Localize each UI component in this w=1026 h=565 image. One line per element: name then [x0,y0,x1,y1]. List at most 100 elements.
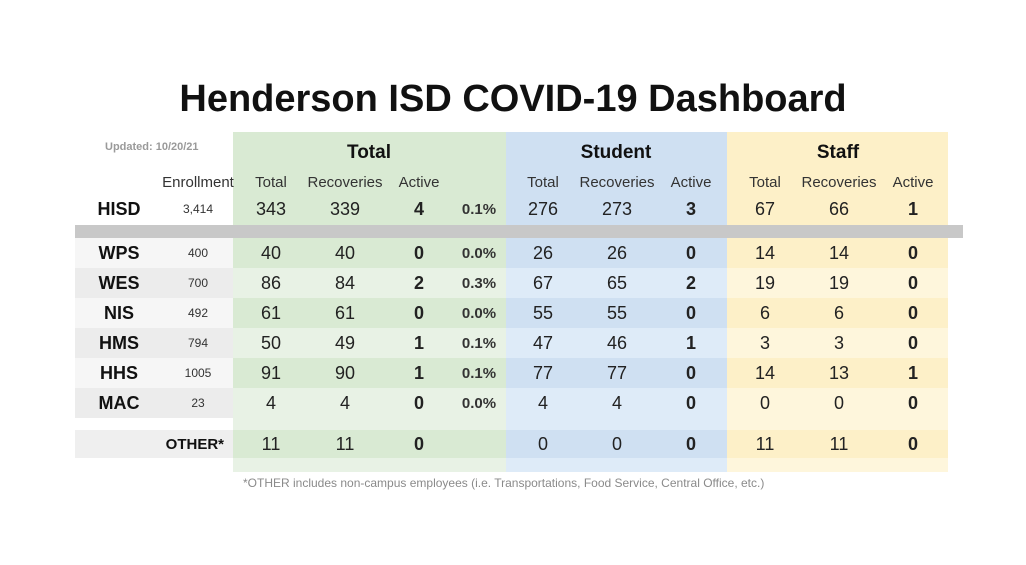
student-cell: 55 [606,302,628,323]
student-cell: 55 [532,302,554,323]
total-subheader: Recoveries [307,173,383,191]
staff-row-stripe [727,388,948,418]
school-enrollment: 400 [187,246,209,260]
student-cell: 4 [537,392,548,413]
total-cell: 0.0% [461,244,497,262]
school-label-bg [75,238,233,268]
student-cell: 26 [606,242,628,263]
district-name: HISD [97,198,141,219]
staff-subheader: Active [892,173,934,191]
enrollment-header: Enrollment [162,173,234,191]
student-cell: 0 [685,392,696,413]
school-label-bg [75,388,233,418]
total-district-value: 343 [255,198,287,219]
school-enrollment: 794 [187,336,209,350]
staff-cell: 0 [907,272,918,293]
total-cell: 2 [413,272,424,293]
total-cell: 61 [334,302,356,323]
staff-cell: 6 [833,302,844,323]
student-row-stripe [506,328,727,358]
staff-cell: 14 [754,242,776,263]
total-cell: 0 [413,302,424,323]
staff-other-value: 11 [755,433,775,454]
total-cell: 1 [413,362,424,383]
staff-cell: 1 [907,362,918,383]
staff-cell: 0 [759,392,770,413]
staff-row-stripe [727,328,948,358]
total-cell: 49 [334,332,356,353]
total-other-value: 0 [413,433,424,454]
staff-cell: 0 [907,332,918,353]
school-enrollment: 700 [187,276,209,290]
student-cell: 46 [606,332,628,353]
staff-cell: 14 [828,242,850,263]
student-other-value: 0 [685,433,696,454]
total-cell: 0.0% [461,394,497,412]
district-enrollment: 3,414 [182,202,214,216]
total-row-stripe [233,328,506,358]
student-cell: 4 [611,392,622,413]
student-subheader: Active [670,173,712,191]
total-cell: 0.1% [461,334,497,352]
group-header-student: Student [580,142,652,163]
school-name: NIS [103,302,134,323]
student-cell: 0 [685,302,696,323]
other-label-bg [75,430,233,458]
student-subheader: Total [527,173,559,191]
student-cell: 2 [685,272,696,293]
staff-spacer [727,418,948,430]
staff-cell: 0 [907,302,918,323]
total-cell: 84 [334,272,356,293]
total-cell: 50 [260,332,282,353]
total-cell: 0 [413,242,424,263]
total-cell: 91 [260,362,282,383]
student-subheader: Recoveries [579,173,655,191]
student-district-value: 273 [601,198,633,219]
group-header-total: Total [347,142,391,163]
staff-row-stripe [727,268,948,298]
total-cell: 4 [265,392,276,413]
total-cell: 0 [413,392,424,413]
total-row-stripe [233,388,506,418]
school-name: MAC [98,392,140,413]
student-bottom [506,458,727,472]
total-subheader: Active [398,173,440,191]
staff-cell: 19 [754,272,776,293]
student-district-value: 3 [685,198,696,219]
staff-cell: 3 [833,332,844,353]
staff-cell: 3 [759,332,770,353]
staff-subheader: Total [749,173,781,191]
staff-cell: 14 [754,362,776,383]
school-label-bg [75,358,233,388]
school-label-bg [75,328,233,358]
staff-other-value: 0 [907,433,918,454]
total-cell: 90 [334,362,356,383]
staff-subheader: Recoveries [801,173,877,191]
footnote: *OTHER includes non-campus employees (i.… [243,476,765,490]
total-cell: 61 [260,302,282,323]
total-spacer [233,418,506,430]
page-title: Henderson ISD COVID-19 Dashboard [179,78,847,120]
student-row-stripe [506,388,727,418]
student-cell: 0 [685,242,696,263]
total-district-value: 339 [329,198,361,219]
total-row-stripe [233,268,506,298]
other-name: OTHER* [165,435,224,453]
group-header-staff: Staff [816,142,860,163]
student-cell: 65 [606,272,628,293]
school-name: HHS [99,362,138,383]
total-cell: 0.0% [461,304,497,322]
updated-date: Updated: 10/20/21 [105,141,199,153]
school-enrollment: 1005 [184,366,212,380]
student-cell: 77 [606,362,628,383]
school-name: HMS [99,332,139,353]
staff-district-value: 66 [828,198,850,219]
total-cell: 40 [334,242,356,263]
total-cell: 0.3% [461,274,497,292]
staff-cell: 0 [907,242,918,263]
school-enrollment: 492 [187,306,209,320]
staff-district-value: 1 [907,198,918,219]
school-name: WES [98,272,140,293]
school-label-bg [75,298,233,328]
student-cell: 47 [532,332,554,353]
